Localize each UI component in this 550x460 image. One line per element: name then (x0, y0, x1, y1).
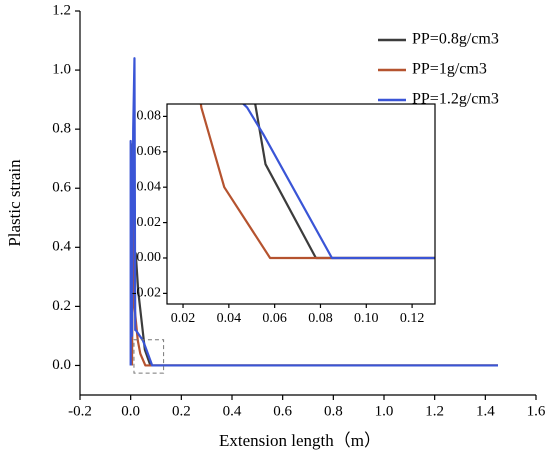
y-tick-label: 0.6 (52, 180, 71, 196)
x-axis-title: Extension length（m） (219, 431, 381, 450)
inset-y-tick-label: -0.02 (132, 286, 161, 301)
inset-frame (166, 103, 436, 305)
inset-y-tick-label: 0.08 (137, 109, 162, 124)
x-tick-label: 1.4 (476, 403, 495, 419)
x-tick-label: 0.0 (121, 403, 140, 419)
x-tick-label: 1.0 (375, 403, 394, 419)
legend-label: PP=1.2g/cm3 (412, 91, 499, 108)
inset-y-tick-label: 0.04 (137, 179, 162, 194)
x-tick-label: 0.8 (324, 403, 343, 419)
inset-x-tick-label: 0.10 (354, 311, 379, 326)
x-tick-label: 1.2 (425, 403, 444, 419)
inset-y-tick-label: 0.02 (137, 215, 162, 230)
y-axis-title: Plastic strain (5, 159, 24, 247)
series-group (129, 57, 498, 367)
series-line (254, 104, 435, 260)
y-tick-label: 1.0 (52, 62, 71, 78)
legend-label: PP=1g/cm3 (412, 61, 487, 78)
inset-x-tick-label: 0.12 (400, 311, 425, 326)
zoom-box (133, 339, 165, 374)
y-tick-label: 0.0 (52, 357, 71, 373)
y-tick-label: 0.2 (52, 298, 71, 314)
inset-y-tick-label: 0.06 (137, 144, 162, 159)
y-tick-label: 0.8 (52, 121, 71, 137)
x-tick-label: 0.6 (273, 403, 292, 419)
series-line (241, 104, 435, 260)
y-tick-label: 1.2 (52, 2, 71, 18)
series-line (199, 104, 435, 260)
x-tick-label: -0.2 (68, 403, 92, 419)
inset-x-tick-label: 0.02 (171, 311, 196, 326)
x-tick-label: 0.4 (223, 403, 242, 419)
x-tick-label: 0.2 (172, 403, 191, 419)
inset-x-tick-label: 0.06 (262, 311, 287, 326)
inset-y-tick-label: 0.00 (137, 250, 162, 265)
series-line (129, 57, 498, 367)
legend-label: PP=0.8g/cm3 (412, 31, 499, 48)
x-tick-label: 1.6 (527, 403, 546, 419)
series-group (199, 104, 435, 260)
inset-x-tick-label: 0.04 (217, 311, 242, 326)
y-tick-label: 0.4 (52, 239, 71, 255)
inset-x-tick-label: 0.08 (308, 311, 333, 326)
